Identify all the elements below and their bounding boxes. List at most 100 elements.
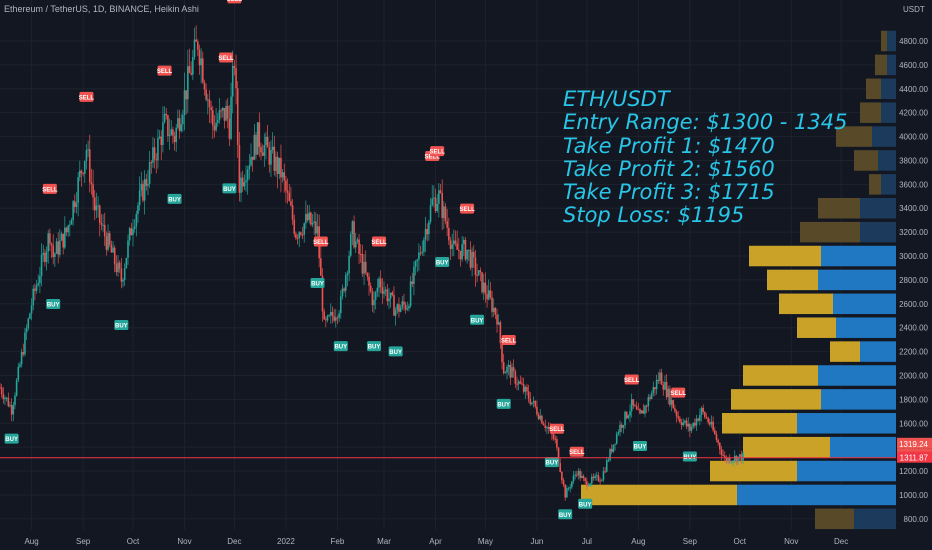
candle xyxy=(253,134,256,160)
signal-label: SELL xyxy=(218,56,234,62)
candle xyxy=(612,444,615,452)
candle xyxy=(424,229,427,240)
candle xyxy=(406,308,409,310)
candle xyxy=(509,364,512,378)
candle xyxy=(97,205,99,207)
signal-markers: BUYSELLBUYSELLBUYSELLBUYSELLSELLSELLBUYB… xyxy=(4,0,697,520)
candle xyxy=(268,147,271,165)
candle xyxy=(659,372,661,381)
candle xyxy=(687,423,690,427)
candle xyxy=(738,454,741,457)
candle xyxy=(118,262,121,269)
vp-bar-down xyxy=(881,174,896,195)
candle xyxy=(182,115,184,125)
candle xyxy=(690,426,693,431)
candle xyxy=(208,99,211,108)
candle xyxy=(197,41,199,50)
candle xyxy=(246,169,249,181)
candle xyxy=(65,227,68,233)
candle xyxy=(664,381,666,390)
candle xyxy=(155,159,158,161)
candle xyxy=(373,299,375,306)
time-tick-label: Feb xyxy=(331,537,345,546)
candle xyxy=(477,270,480,276)
candle xyxy=(586,481,588,487)
candle xyxy=(361,254,364,274)
candle xyxy=(336,317,339,319)
candle xyxy=(303,223,306,235)
candle xyxy=(216,120,219,123)
vp-bar-down xyxy=(881,78,896,100)
candle xyxy=(506,366,508,373)
candle xyxy=(193,39,196,58)
candle xyxy=(147,183,149,186)
candle xyxy=(230,96,232,139)
candle xyxy=(449,240,452,249)
candle xyxy=(286,190,289,193)
candle xyxy=(579,470,581,478)
candle xyxy=(260,146,262,153)
candle xyxy=(14,395,16,406)
candle xyxy=(157,137,159,161)
signal-badge xyxy=(435,256,450,267)
candle xyxy=(624,411,626,426)
candle xyxy=(165,113,168,116)
vp-bar-up xyxy=(710,460,797,482)
candle xyxy=(423,239,425,252)
candle xyxy=(143,179,146,201)
candle xyxy=(49,233,51,244)
candle xyxy=(140,183,143,191)
vp-bar-down xyxy=(887,54,896,76)
time-axis[interactable]: Aug Sep Oct Nov Dec 2022 Feb Mar Apr May Jun Jul Aug… xyxy=(0,530,932,550)
candle xyxy=(150,162,153,164)
candle xyxy=(90,182,93,185)
candle xyxy=(200,58,202,66)
candle xyxy=(110,244,113,253)
candle xyxy=(604,471,606,473)
candle xyxy=(526,387,528,392)
time-tick-label: Sep xyxy=(683,537,698,546)
buy-signal: BUY xyxy=(388,346,403,357)
candle xyxy=(572,475,575,482)
candle xyxy=(587,485,590,487)
vp-bar-down xyxy=(836,317,896,338)
candle xyxy=(358,239,360,254)
candle xyxy=(57,241,59,255)
vp-bar-down xyxy=(860,341,896,362)
candle xyxy=(564,484,566,498)
candle xyxy=(285,180,287,191)
candle xyxy=(441,192,443,218)
time-tick-label: Oct xyxy=(734,537,747,546)
candle xyxy=(283,172,286,181)
candle xyxy=(682,422,685,426)
candle xyxy=(301,234,304,236)
candle xyxy=(637,409,640,411)
time-tick-label: May xyxy=(478,537,493,546)
candle xyxy=(331,312,334,317)
sell-signal: SELL xyxy=(624,374,640,385)
vp-bar-up xyxy=(722,413,797,434)
plan-tp3: Take Profit 3: $1715 xyxy=(563,180,775,205)
symbol-legend[interactable]: Ethereum / TetherUS, 1D, BINANCE, Heikin… xyxy=(4,4,199,14)
candle xyxy=(22,352,25,355)
candle xyxy=(692,422,694,427)
candle xyxy=(590,476,593,484)
candle xyxy=(369,285,372,292)
candle xyxy=(281,172,284,178)
candle xyxy=(534,400,537,407)
price-tick-label: 1000.00 xyxy=(899,491,928,500)
candle xyxy=(619,424,621,433)
price-tick-label: 2600.00 xyxy=(899,300,928,309)
candle xyxy=(705,417,708,419)
price-axis[interactable]: 4800.00 4600.00 4400.00 4200.00 4000.00 3800.… xyxy=(896,0,932,550)
candle xyxy=(589,483,591,486)
candle xyxy=(732,460,734,462)
candle xyxy=(19,364,21,367)
candle xyxy=(622,425,625,428)
candle xyxy=(278,157,281,175)
candle xyxy=(527,391,530,399)
signal-badge xyxy=(549,423,564,434)
candle xyxy=(428,221,430,235)
signal-label: BUY xyxy=(634,444,647,450)
